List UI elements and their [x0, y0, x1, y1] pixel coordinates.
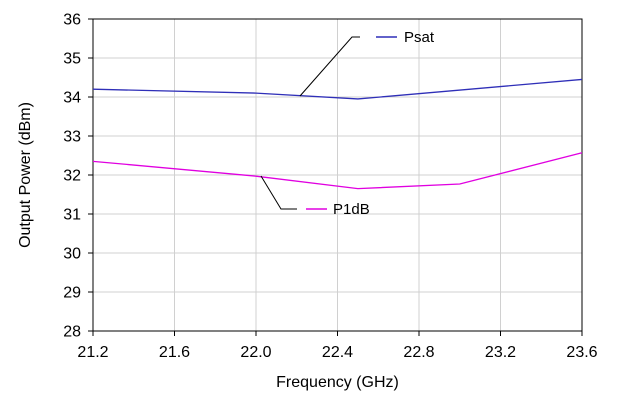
axis-ticks: 21.2 21.6 22.0 22.4 22.8 23.2 23.6 28 29 30 31 32 33… — [63, 12, 597, 362]
x-tick-label: 22.8 — [403, 344, 434, 361]
x-tick-label: 23.6 — [566, 344, 597, 361]
legend-label-p1db: P1dB — [333, 201, 370, 218]
y-tick-label: 33 — [63, 129, 81, 146]
y-tick-label: 36 — [63, 12, 81, 29]
x-tick-label: 21.6 — [159, 344, 190, 361]
y-tick-label: 30 — [63, 246, 81, 263]
x-tick-label: 21.2 — [77, 344, 108, 361]
y-tick-label: 28 — [63, 324, 81, 341]
x-tick-label: 23.2 — [485, 344, 516, 361]
series-line-p1db — [92, 152, 583, 190]
y-tick-label: 34 — [63, 90, 81, 107]
y-tick-label: 35 — [63, 51, 81, 68]
series-layer — [92, 78, 583, 190]
x-tick-label: 22.4 — [322, 344, 353, 361]
x-tick-label: 22.0 — [240, 344, 271, 361]
legend-leader-p1db — [260, 175, 297, 210]
y-tick-label: 32 — [63, 168, 81, 185]
legend-leader-psat — [299, 36, 360, 97]
grid — [93, 19, 582, 331]
series-line-psat — [92, 78, 583, 100]
legend-label-psat: Psat — [404, 29, 435, 46]
y-axis-title: Output Power (dBm) — [17, 102, 34, 248]
y-tick-label: 29 — [63, 285, 81, 302]
x-axis-title: Frequency (GHz) — [276, 374, 399, 391]
y-tick-label: 31 — [63, 207, 81, 224]
legend-layer: Psat P1dB — [260, 29, 435, 218]
